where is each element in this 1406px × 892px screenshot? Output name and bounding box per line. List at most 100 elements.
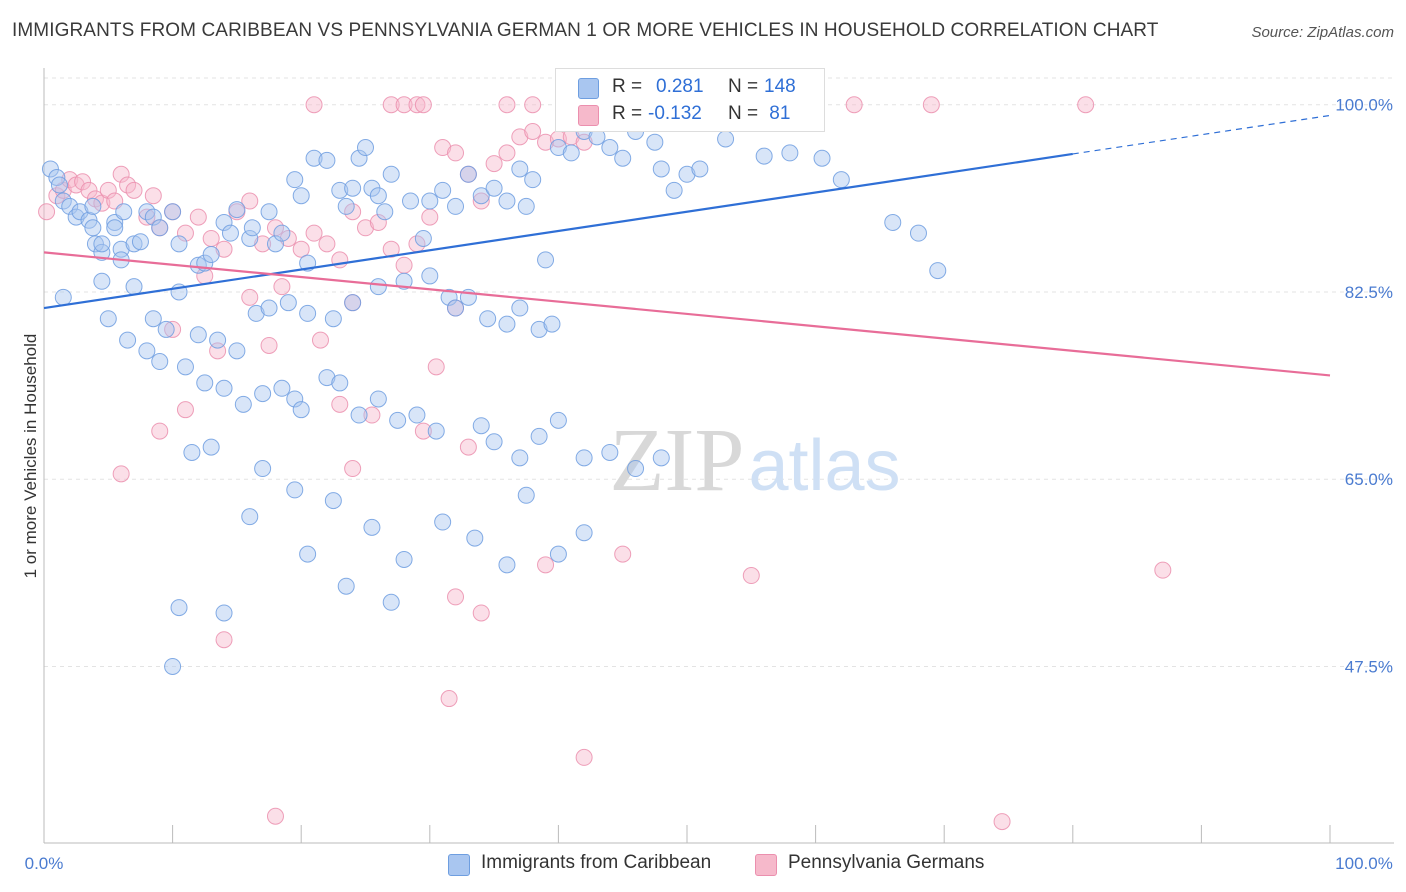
caribbean-point xyxy=(479,310,497,328)
caribbean-point xyxy=(421,267,439,285)
caribbean-point xyxy=(138,342,156,360)
watermark: ZIPatlas xyxy=(609,411,900,510)
caribbean-point xyxy=(273,224,291,242)
pa-german-point xyxy=(614,545,632,563)
pa-german-point xyxy=(421,208,439,226)
caribbean-point xyxy=(131,233,149,251)
caribbean-point xyxy=(652,449,670,467)
pa-german-point xyxy=(144,187,162,205)
caribbean-point xyxy=(427,422,445,440)
caribbean-point xyxy=(517,197,535,215)
caribbean-point xyxy=(196,374,214,392)
caribbean-trend-line xyxy=(43,152,1073,310)
legend-r-label: R = xyxy=(612,103,643,124)
caribbean-point xyxy=(183,443,201,461)
pa-german-point xyxy=(74,173,92,191)
caribbean-point xyxy=(299,304,317,322)
caribbean-point xyxy=(678,165,696,183)
caribbean-point xyxy=(691,160,709,178)
caribbean-point xyxy=(369,278,387,296)
caribbean-point xyxy=(434,513,452,531)
caribbean-point xyxy=(254,385,272,403)
caribbean-point xyxy=(266,235,284,253)
pa-german-point xyxy=(176,224,194,242)
caribbean-point xyxy=(601,139,619,157)
source-credit: Source: ZipAtlas.com xyxy=(1251,24,1394,41)
pa-german-point xyxy=(112,165,130,183)
axes xyxy=(43,68,1394,844)
pa-german-point xyxy=(125,181,143,199)
legend-n-value: 148 xyxy=(764,76,796,97)
caribbean-point xyxy=(627,460,645,478)
caribbean-point xyxy=(357,139,374,157)
caribbean-point xyxy=(543,315,561,333)
caribbean-point xyxy=(292,401,310,419)
caribbean-point xyxy=(549,139,567,157)
caribbean-point xyxy=(144,310,162,328)
caribbean-point xyxy=(781,144,799,162)
pa-german-trend-line xyxy=(43,251,1331,377)
pa-german-point xyxy=(241,288,259,306)
caribbean-point xyxy=(99,310,117,328)
caribbean-point xyxy=(164,657,182,675)
caribbean-point xyxy=(530,427,548,445)
caribbean-point xyxy=(395,550,413,568)
pa-german-point xyxy=(164,320,182,338)
pa-german-point xyxy=(742,567,760,585)
caribbean-point xyxy=(459,165,477,183)
caribbean-point xyxy=(260,299,278,317)
caribbean-point xyxy=(50,176,68,194)
caribbean-point xyxy=(286,481,304,499)
caribbean-trend-extension xyxy=(1072,114,1331,155)
caribbean-point xyxy=(369,187,387,205)
pa-german-point xyxy=(447,588,465,606)
caribbean-point xyxy=(115,203,133,221)
pa-german-point xyxy=(318,235,336,253)
caribbean-point xyxy=(305,149,323,167)
pa-german-point xyxy=(427,358,445,376)
caribbean-point xyxy=(549,545,567,563)
caribbean-points xyxy=(41,101,947,675)
pa-german-point xyxy=(414,422,432,440)
caribbean-point xyxy=(537,251,555,269)
caribbean-point xyxy=(337,577,355,595)
y-tick-label: 100.0% xyxy=(1335,96,1393,115)
caribbean-point xyxy=(511,449,529,467)
caribbean-point xyxy=(389,411,407,429)
caribbean-point xyxy=(260,203,278,221)
caribbean-point xyxy=(151,219,169,237)
caribbean-point xyxy=(485,179,503,197)
caribbean-point xyxy=(363,518,381,536)
caribbean-point xyxy=(498,315,516,333)
caribbean-point xyxy=(498,556,516,574)
pa-german-point xyxy=(922,96,940,114)
caribbean-point xyxy=(170,599,188,617)
caribbean-point xyxy=(466,529,484,547)
caribbean-point xyxy=(498,192,516,210)
caribbean-point xyxy=(324,310,342,328)
caribbean-point xyxy=(189,256,207,274)
correlation-legend: R = 0.281 N = 148 R = -0.132 N = 81 xyxy=(555,68,825,132)
legend-n-label: N = xyxy=(728,103,759,124)
caribbean-point xyxy=(813,149,831,167)
pa-german-point xyxy=(575,748,593,766)
caribbean-point xyxy=(247,304,265,322)
caribbean-point xyxy=(369,390,387,408)
pa-german-point xyxy=(498,144,516,162)
pa-german-point xyxy=(524,96,542,114)
caribbean-point xyxy=(511,160,529,178)
caribbean-point xyxy=(84,219,102,237)
caribbean-point xyxy=(511,299,529,317)
caribbean-point xyxy=(164,203,182,221)
caribbean-point xyxy=(125,278,143,296)
caribbean-point xyxy=(408,406,426,424)
caribbean-point xyxy=(71,203,89,221)
caribbean-point xyxy=(221,224,239,242)
caribbean-point xyxy=(273,379,291,397)
caribbean-point xyxy=(434,181,452,199)
pa-german-point xyxy=(511,128,529,146)
pa-german-point xyxy=(138,208,156,226)
caribbean-point xyxy=(254,460,272,478)
pa-german-point xyxy=(498,96,516,114)
pa-german-point xyxy=(485,155,503,173)
